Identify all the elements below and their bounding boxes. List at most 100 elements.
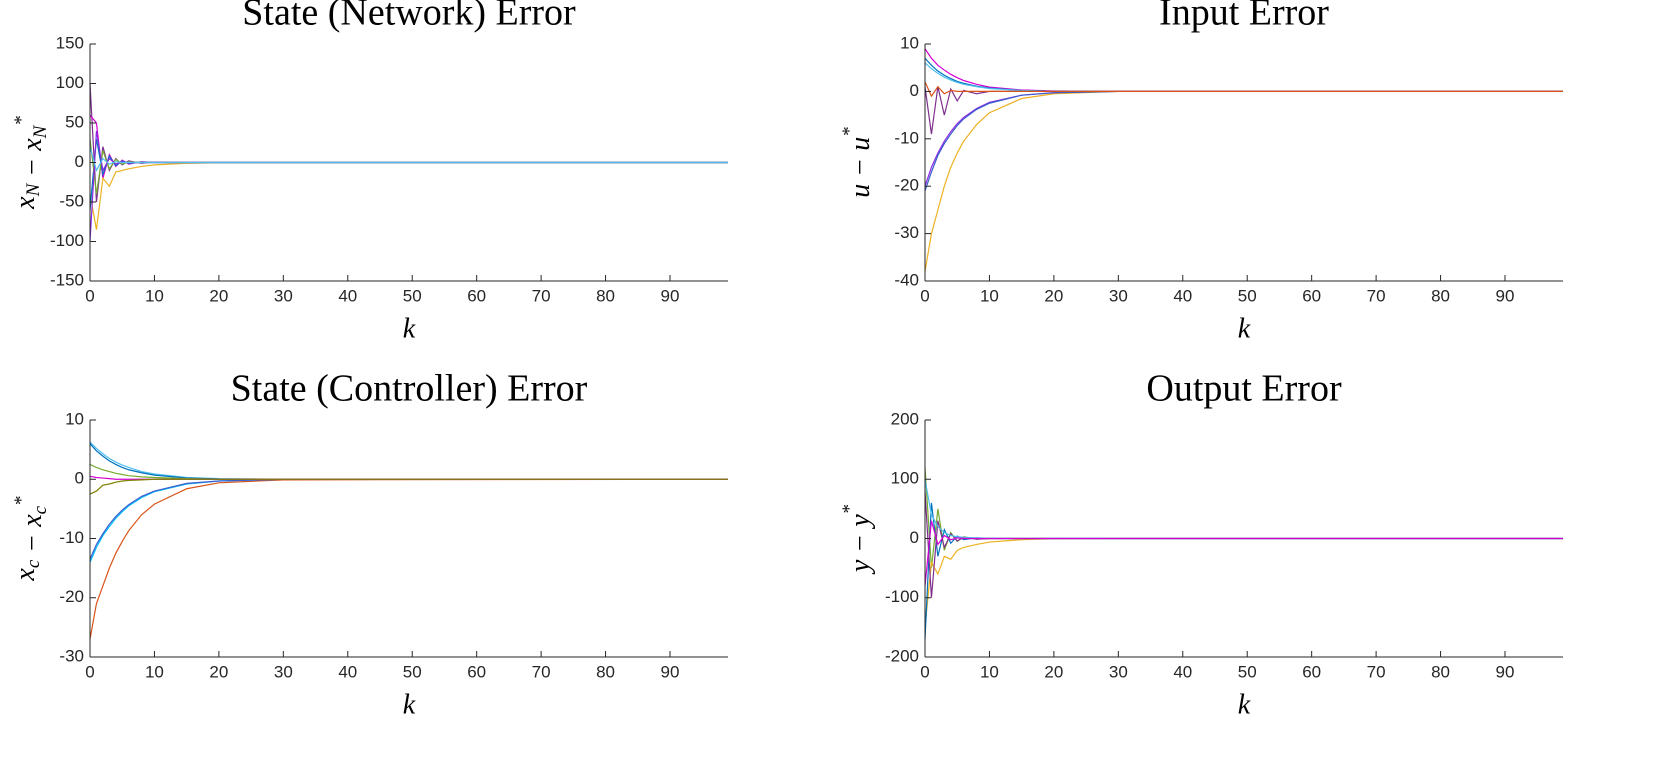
chart-title: Input Error [1159,0,1329,34]
data-line [89,138,728,210]
data-line [924,479,1563,540]
chart-title: State (Network) Error [242,0,576,34]
label-text: u − u [845,137,876,198]
x-tick-label: 40 [338,662,357,681]
label-text: − [17,527,48,560]
x-tick-label: 0 [85,286,94,305]
y-tick-label: 0 [75,152,84,171]
label-text: x [17,138,48,152]
y-axis-label: xc − xc* [10,496,51,582]
x-tick-label: 50 [1238,662,1257,681]
y-tick-label: -10 [894,128,919,147]
y-tick-label: -20 [894,176,919,195]
x-tick-label: 30 [1109,662,1128,681]
x-tick-label: 90 [661,286,680,305]
subplot: Input Error k u − u* -40 -30 -20 -10 0 10 0 10 20 30… [839,0,1563,344]
x-tick-label: 50 [403,286,422,305]
x-tick-label: 0 [85,662,94,681]
data-line [924,57,1563,92]
data-line [924,467,1563,569]
chart-title: Output Error [1146,368,1342,410]
x-tick-label: 50 [1238,286,1257,305]
x-tick-label: 20 [1044,286,1063,305]
x-tick-label: 90 [1496,662,1515,681]
x-axis-label: k [1238,689,1251,720]
data-line [924,86,1563,135]
data-line [924,90,1563,272]
label-text: y − y [845,514,876,575]
x-tick-label: 30 [274,662,293,681]
x-tick-label: 20 [209,662,228,681]
y-tick-label: -40 [894,270,919,289]
subplot: Output Error k y − y* -200 -100 0 100 200 0 10 20 3… [839,368,1563,720]
data-line [924,90,1563,192]
data-line [924,81,1563,98]
x-tick-label: 70 [532,662,551,681]
y-tick-label: 0 [75,469,84,488]
data-line [89,478,728,560]
y-tick-label: -50 [59,191,84,210]
y-tick-label: -150 [50,270,84,289]
label-superscript: * [839,127,860,137]
label-superscript: * [11,116,32,126]
y-tick-label: -200 [885,646,919,665]
label-text: x [10,568,41,582]
x-tick-label: 70 [1367,662,1386,681]
y-tick-label: 100 [56,73,84,92]
chart-title: State (Controller) Error [231,368,588,410]
y-tick-label: -20 [59,587,84,606]
data-line [89,478,729,640]
data-line [89,161,728,230]
x-tick-label: 10 [980,662,999,681]
x-tick-label: 20 [209,286,228,305]
y-tick-label: -30 [894,223,919,242]
label-subscript: N [30,124,51,139]
y-tick-label: 10 [65,409,84,428]
x-tick-label: 30 [274,286,293,305]
x-axis-label: k [1238,313,1251,344]
data-line [89,114,728,179]
x-tick-label: 10 [145,662,164,681]
y-axis-label: y − y* [839,504,876,575]
x-tick-label: 10 [145,286,164,305]
x-tick-label: 0 [920,662,929,681]
data-line [89,443,728,480]
label-subscript: c [23,559,44,568]
x-tick-label: 80 [596,662,615,681]
x-tick-label: 50 [403,662,422,681]
y-tick-label: 150 [56,33,84,52]
y-tick-label: -10 [59,528,84,547]
data-line [89,83,728,203]
data-line [89,478,728,495]
label-text: x [10,196,41,210]
x-tick-label: 80 [1431,662,1450,681]
y-tick-label: 0 [910,528,919,547]
data-line [89,478,728,563]
x-tick-label: 30 [1109,286,1128,305]
x-axis-label: k [403,313,416,344]
data-line [924,537,1563,628]
x-tick-label: 20 [1044,662,1063,681]
x-axis-label: k [403,689,416,720]
y-tick-label: 10 [900,33,919,52]
x-tick-label: 0 [920,286,929,305]
data-line [924,90,1563,187]
data-line [924,48,1563,92]
x-tick-label: 90 [661,662,680,681]
y-axis-label: u − u* [839,127,876,198]
y-tick-label: -30 [59,646,84,665]
data-line [89,138,728,195]
x-tick-label: 40 [338,286,357,305]
label-text: x [17,514,48,528]
y-tick-label: -100 [885,587,919,606]
x-tick-label: 70 [1367,286,1386,305]
x-tick-label: 10 [980,286,999,305]
x-tick-label: 90 [1496,286,1515,305]
data-line [89,146,728,172]
x-tick-label: 60 [1302,662,1321,681]
x-tick-label: 70 [532,286,551,305]
label-superscript: * [11,496,32,506]
